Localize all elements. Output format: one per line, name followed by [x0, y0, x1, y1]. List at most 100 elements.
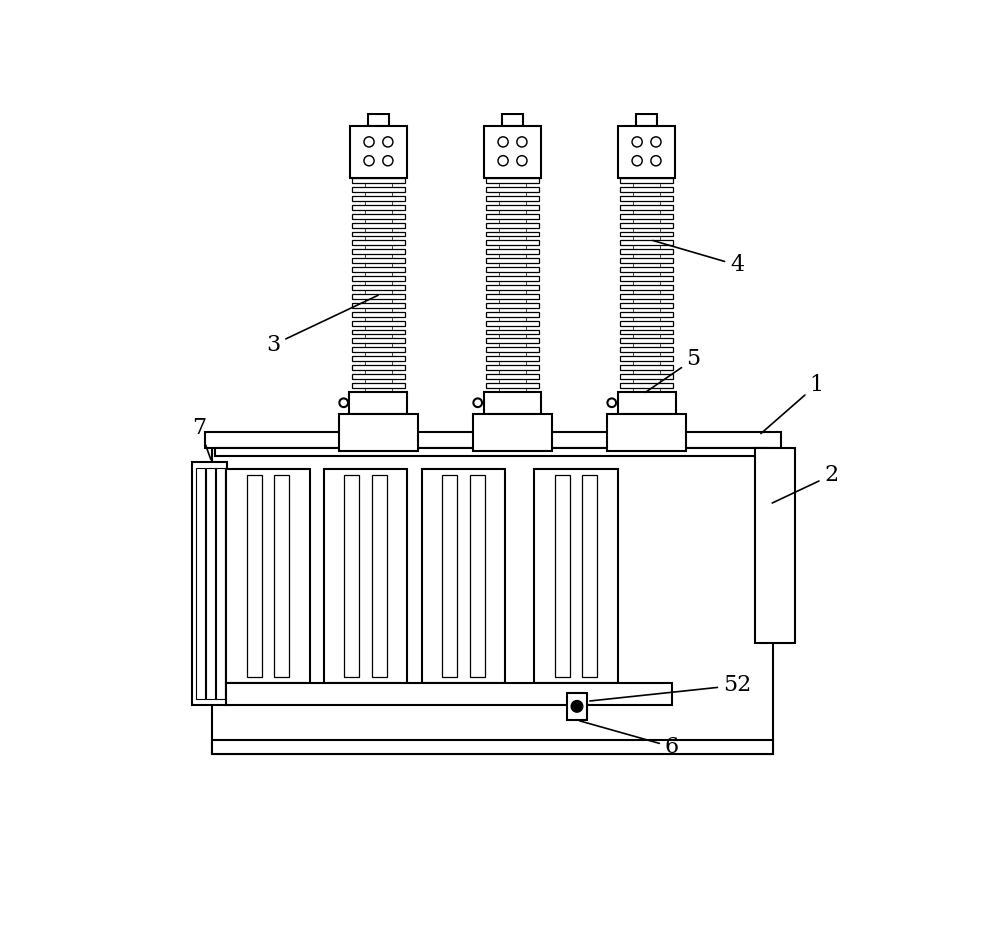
Bar [499, 326, 526, 329]
Bar [499, 370, 526, 375]
Bar [486, 205, 539, 210]
Bar [499, 218, 526, 223]
Bar [620, 187, 673, 192]
Bar [215, 448, 766, 456]
Bar [633, 254, 660, 258]
Bar [499, 343, 526, 347]
Bar [499, 236, 526, 241]
Bar [486, 231, 539, 236]
Bar [499, 210, 526, 214]
Text: 1: 1 [761, 374, 824, 434]
Bar [499, 316, 526, 321]
Bar [365, 379, 392, 383]
Bar [633, 352, 660, 357]
Bar [633, 361, 660, 365]
Bar [633, 334, 660, 339]
Text: 5: 5 [645, 348, 701, 392]
Bar [365, 334, 392, 339]
Circle shape [517, 155, 527, 166]
Bar [486, 339, 539, 343]
Bar [499, 299, 526, 303]
Circle shape [364, 155, 374, 166]
Bar [582, 475, 597, 678]
Bar [486, 267, 539, 272]
Bar [365, 361, 392, 365]
Bar [486, 329, 539, 334]
Bar [352, 339, 405, 343]
Bar [324, 470, 407, 683]
Circle shape [473, 398, 482, 407]
Bar [212, 442, 773, 754]
Bar [352, 205, 405, 210]
Bar [365, 218, 392, 223]
Bar [365, 254, 392, 258]
Bar [352, 347, 405, 352]
Bar [365, 210, 392, 214]
Bar [636, 115, 657, 126]
Bar [365, 316, 392, 321]
Bar [226, 470, 310, 683]
Bar [499, 308, 526, 311]
Bar [205, 432, 781, 448]
Bar [633, 183, 660, 187]
Bar [486, 383, 539, 388]
Bar [499, 334, 526, 339]
Bar [620, 339, 673, 343]
Bar [442, 475, 457, 678]
Bar [633, 308, 660, 311]
Bar [486, 214, 539, 218]
Bar [620, 241, 673, 246]
Bar [534, 470, 618, 683]
Bar [352, 303, 405, 308]
Circle shape [498, 136, 508, 147]
Bar [486, 365, 539, 370]
Circle shape [632, 136, 642, 147]
Bar [486, 347, 539, 352]
Bar [620, 205, 673, 210]
Bar [352, 267, 405, 272]
Bar [620, 357, 673, 361]
Bar [620, 311, 673, 316]
Bar [499, 379, 526, 383]
Bar [247, 475, 262, 678]
Bar [633, 192, 660, 196]
Bar [422, 470, 505, 683]
Bar [633, 281, 660, 285]
Bar [486, 311, 539, 316]
Bar [365, 352, 392, 357]
Circle shape [651, 155, 661, 166]
Circle shape [632, 155, 642, 166]
Bar [365, 228, 392, 231]
Bar [352, 231, 405, 236]
Bar [499, 246, 526, 249]
Bar [352, 196, 405, 200]
Bar [620, 365, 673, 370]
Bar [365, 281, 392, 285]
Bar [618, 126, 675, 178]
Bar [486, 196, 539, 200]
Bar [633, 236, 660, 241]
Circle shape [607, 398, 616, 407]
Bar [349, 391, 407, 414]
Bar [352, 311, 405, 316]
Bar [352, 383, 405, 388]
Bar [192, 462, 227, 705]
Text: 52: 52 [590, 675, 751, 701]
Bar [352, 249, 405, 254]
Bar [196, 468, 205, 699]
Bar [620, 258, 673, 263]
Bar [274, 475, 289, 678]
Bar [486, 321, 539, 326]
Bar [620, 329, 673, 334]
Bar [486, 357, 539, 361]
Text: 6: 6 [580, 721, 679, 758]
Bar [633, 228, 660, 231]
Bar [365, 200, 392, 205]
Bar [502, 115, 523, 126]
Bar [352, 294, 405, 299]
Bar [352, 365, 405, 370]
Circle shape [517, 136, 527, 147]
Bar [633, 272, 660, 276]
Bar [486, 249, 539, 254]
Bar [633, 299, 660, 303]
